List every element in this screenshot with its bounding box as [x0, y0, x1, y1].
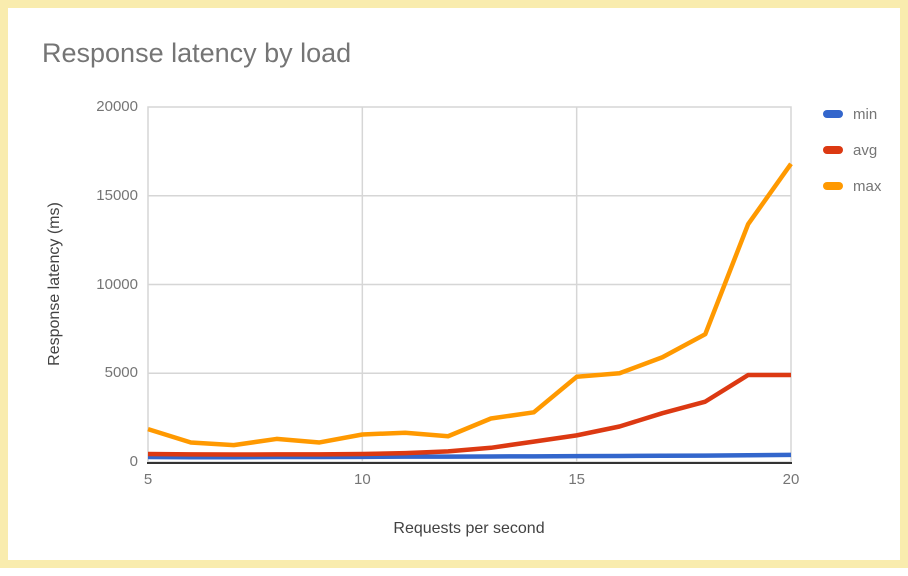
min-series-swatch: [823, 110, 843, 118]
legend-label-min: min: [853, 105, 878, 123]
max-series-swatch: [823, 182, 843, 190]
y-tick-label: 15000: [96, 186, 138, 204]
x-axis-title: Requests per second: [393, 520, 545, 537]
legend-item-max: max: [823, 168, 881, 204]
series-line-avg: [147, 372, 791, 457]
x-tick-label: 20: [782, 471, 800, 488]
series-line-max: [147, 162, 793, 448]
y-axis-title: Response latency (ms): [46, 202, 63, 366]
y-tick-label: 5000: [104, 364, 138, 382]
y-tick-label: 10000: [96, 275, 138, 293]
avg-series-swatch: [823, 146, 843, 154]
legend: min avg max: [823, 96, 881, 204]
series-line-min: [147, 452, 792, 460]
legend-item-min: min: [823, 96, 881, 132]
x-tick-label: 10: [353, 471, 371, 488]
x-tick-label: 15: [568, 471, 585, 488]
plot-area: [147, 106, 793, 464]
legend-item-avg: avg: [823, 132, 881, 168]
legend-label-max: max: [853, 177, 882, 195]
legend-label-avg: avg: [853, 141, 878, 159]
chart-title: Response latency by load: [42, 38, 352, 68]
x-tick-label: 5: [143, 471, 153, 488]
y-tick-label: 20000: [96, 98, 138, 115]
y-tick-label: 0: [129, 453, 138, 470]
